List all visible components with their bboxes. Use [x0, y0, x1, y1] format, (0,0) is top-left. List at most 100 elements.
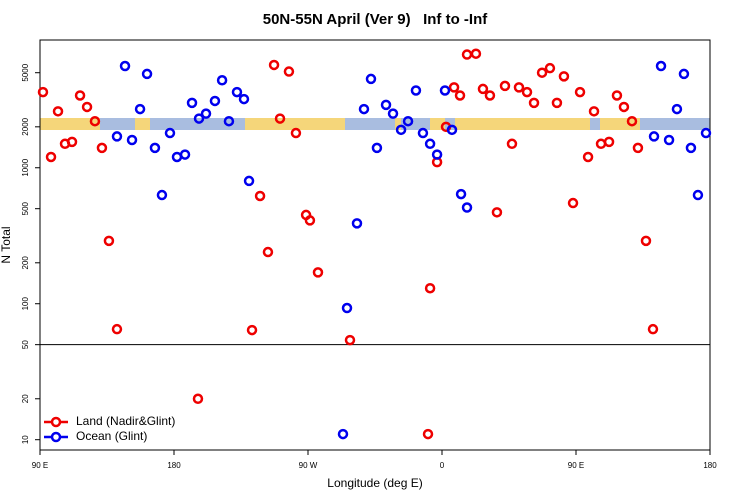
point: [171, 151, 183, 163]
point: [439, 85, 451, 96]
point: [387, 108, 399, 119]
point: [66, 136, 78, 148]
point: [647, 323, 659, 335]
point: [209, 95, 221, 107]
x-tick-label: 90 E: [32, 461, 48, 470]
point: [574, 86, 586, 98]
point: [499, 80, 511, 92]
point: [448, 82, 460, 93]
x-axis-label: Longitude (deg E): [327, 476, 422, 490]
point: [243, 175, 255, 187]
point: [179, 149, 191, 160]
point: [417, 127, 429, 139]
point: [380, 99, 392, 111]
legend-marker: [50, 431, 62, 443]
point: [663, 134, 675, 146]
point: [422, 428, 434, 440]
point: [81, 101, 93, 113]
point: [238, 93, 250, 105]
map-strip: [40, 118, 710, 130]
point: [506, 138, 518, 150]
point: [37, 86, 49, 98]
point: [134, 103, 146, 115]
legend-marker: [50, 416, 62, 428]
point: [671, 103, 683, 115]
point: [461, 202, 473, 213]
y-tick-label: 500: [21, 201, 30, 215]
point: [558, 71, 570, 82]
point: [365, 73, 377, 85]
x-tick-label: 90 W: [299, 461, 318, 470]
point: [477, 83, 489, 95]
point: [274, 113, 286, 124]
point: [216, 75, 228, 86]
point: [371, 142, 383, 154]
point: [618, 101, 630, 113]
point: [149, 142, 161, 154]
y-tick-label: 100: [21, 297, 30, 311]
y-tick-label: 20: [21, 394, 30, 403]
point: [582, 151, 594, 163]
y-tick-label: 2000: [21, 117, 30, 135]
point: [262, 246, 274, 258]
point: [470, 48, 482, 59]
point: [186, 97, 198, 109]
point: [640, 235, 652, 247]
point: [337, 428, 349, 440]
point: [74, 90, 86, 101]
point: [410, 85, 422, 96]
point: [164, 127, 176, 139]
point: [700, 127, 712, 139]
point: [96, 142, 108, 154]
point: [461, 49, 473, 60]
point: [513, 82, 525, 93]
point: [424, 138, 436, 150]
point: [446, 124, 458, 136]
point: [111, 323, 123, 335]
point: [454, 90, 466, 101]
plot-frame: [39, 39, 711, 451]
chart-title: 50N-55N April (Ver 9) Inf to -Inf: [263, 11, 488, 28]
point: [111, 131, 123, 142]
point: [567, 197, 579, 209]
point: [588, 106, 600, 117]
point: [521, 86, 533, 98]
point: [595, 138, 607, 150]
point: [603, 136, 615, 148]
y-axis-label: N Total: [0, 226, 13, 263]
point: [254, 190, 266, 202]
x-tick-label: 180: [703, 461, 717, 470]
x-tick-label: 180: [167, 461, 181, 470]
x-tick-label: 90 E: [568, 461, 584, 470]
point: [223, 115, 235, 127]
point: [126, 134, 138, 146]
point: [192, 393, 204, 405]
point: [544, 62, 556, 74]
point: [119, 60, 131, 72]
point: [626, 115, 638, 127]
legend-label: Land (Nadir&Glint): [76, 414, 175, 428]
point: [632, 142, 644, 154]
y-tick-label: 1000: [21, 158, 30, 176]
legend-label: Ocean (Glint): [76, 429, 147, 443]
y-tick-label: 5000: [21, 63, 30, 81]
point: [52, 106, 64, 117]
point: [528, 97, 540, 109]
point: [655, 60, 667, 72]
point: [156, 189, 168, 201]
point: [551, 97, 563, 109]
point: [193, 113, 205, 124]
point: [89, 115, 101, 127]
y-tick-label: 10: [21, 435, 30, 444]
point: [431, 149, 443, 160]
point: [268, 59, 280, 71]
point: [424, 282, 436, 294]
point: [103, 235, 115, 247]
point: [344, 334, 356, 346]
point: [231, 86, 243, 98]
y-tick-label: 50: [21, 340, 30, 349]
point: [246, 324, 258, 336]
point: [304, 215, 316, 226]
point: [351, 218, 363, 229]
point: [200, 108, 212, 119]
